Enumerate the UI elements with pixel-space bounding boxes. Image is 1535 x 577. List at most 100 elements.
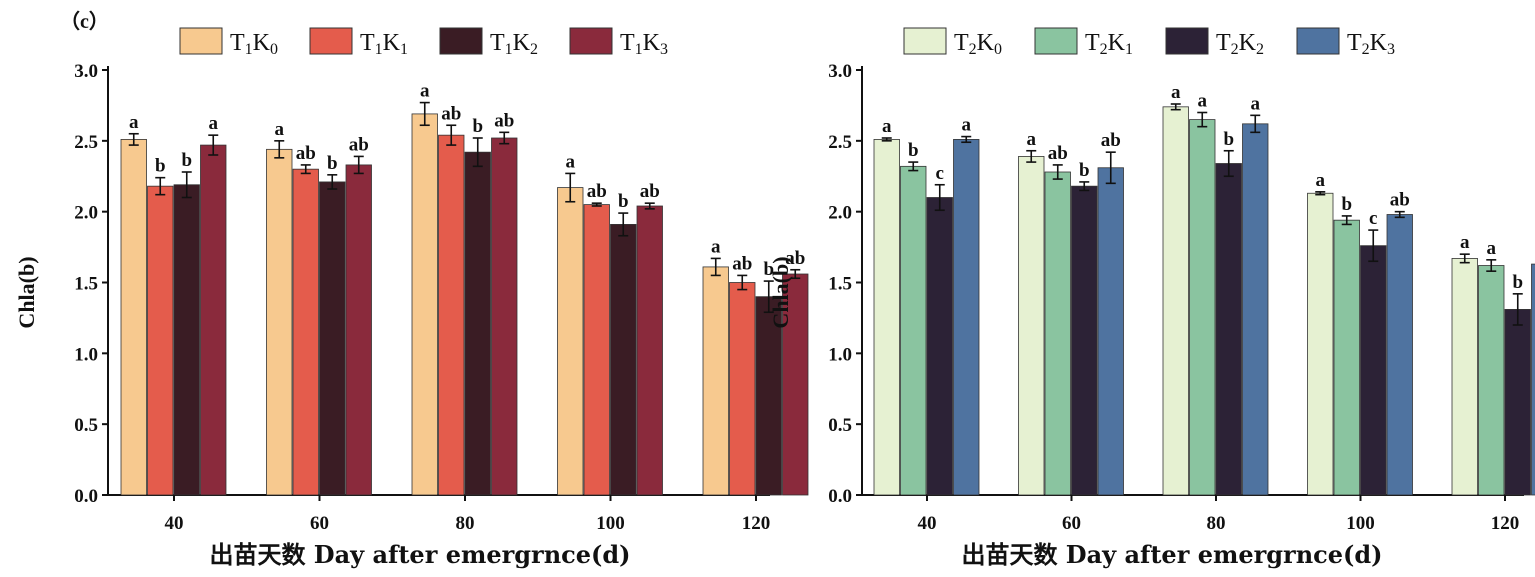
bar bbox=[1071, 185, 1098, 496]
legend-label: T2K0 bbox=[954, 30, 1002, 58]
bar bbox=[120, 139, 147, 496]
bar bbox=[557, 187, 584, 496]
significance-letter: a bbox=[1460, 232, 1470, 253]
significance-letter: b bbox=[155, 156, 166, 177]
x-tick-label: 60 bbox=[310, 513, 329, 534]
bar bbox=[1044, 171, 1071, 496]
significance-letter: b bbox=[1223, 129, 1234, 150]
significance-letter: a bbox=[1198, 91, 1208, 112]
significance-letter: b bbox=[908, 140, 919, 161]
significance-letter: ab bbox=[296, 143, 316, 164]
y-tick-label: 2.5 bbox=[74, 132, 98, 153]
significance-letter: ab bbox=[1101, 130, 1121, 151]
bar bbox=[1242, 123, 1269, 496]
bar bbox=[464, 151, 491, 496]
significance-letter: ab bbox=[349, 134, 369, 155]
bar bbox=[583, 204, 610, 496]
significance-letter: b bbox=[1341, 194, 1352, 215]
bar bbox=[782, 273, 809, 496]
bar bbox=[1478, 265, 1505, 496]
significance-letter: ab bbox=[494, 110, 514, 131]
x-tick-label: 80 bbox=[1207, 513, 1226, 534]
legend-swatch bbox=[903, 27, 947, 55]
bar bbox=[491, 137, 518, 496]
significance-letter: ab bbox=[785, 248, 805, 269]
panel-label: （c） bbox=[60, 10, 109, 33]
bar bbox=[900, 165, 927, 496]
bar bbox=[1018, 156, 1045, 496]
bar bbox=[702, 266, 729, 496]
legend-swatch bbox=[439, 27, 483, 55]
y-axis-label: Chla(b) bbox=[14, 256, 39, 328]
significance-letter: ab bbox=[1390, 190, 1410, 211]
legend-label: T2K1 bbox=[1085, 30, 1133, 58]
significance-letter: a bbox=[1027, 129, 1037, 150]
x-tick-label: 100 bbox=[1346, 513, 1375, 534]
legend-label: T1K2 bbox=[490, 30, 538, 58]
bar bbox=[1307, 192, 1334, 496]
x-tick-label: 100 bbox=[596, 513, 625, 534]
y-tick-label: 0.5 bbox=[828, 415, 852, 436]
bar bbox=[1386, 214, 1413, 496]
bar bbox=[438, 134, 465, 496]
y-tick-label: 0.0 bbox=[74, 486, 98, 507]
legend-label: T1K0 bbox=[230, 30, 278, 58]
significance-letter: ab bbox=[732, 253, 752, 274]
significance-letter: b bbox=[181, 150, 192, 171]
significance-letter: a bbox=[1251, 93, 1261, 114]
significance-letter: a bbox=[275, 119, 285, 140]
bar bbox=[729, 282, 756, 496]
x-tick-label: 40 bbox=[918, 513, 937, 534]
y-tick-label: 2.0 bbox=[828, 203, 852, 224]
x-tick-label: 60 bbox=[1062, 513, 1081, 534]
legend-label: T1K3 bbox=[620, 30, 668, 58]
bar bbox=[1097, 167, 1124, 496]
x-tick-label: 80 bbox=[456, 513, 475, 534]
bar bbox=[411, 113, 438, 496]
bar bbox=[926, 197, 953, 496]
bar bbox=[1360, 245, 1387, 496]
legend-swatch bbox=[1034, 27, 1078, 55]
y-tick-label: 0.0 bbox=[828, 486, 852, 507]
significance-letter: a bbox=[962, 115, 972, 136]
significance-letter: ab bbox=[587, 181, 607, 202]
y-axis-label: Chla(b) bbox=[768, 256, 793, 328]
legend-swatch bbox=[179, 27, 223, 55]
x-axis-label: 出苗天数 Day after emergrnce(d) bbox=[209, 540, 630, 569]
y-tick-label: 3.0 bbox=[828, 61, 852, 82]
significance-letter: b bbox=[1512, 272, 1523, 293]
legend-label: T2K2 bbox=[1216, 30, 1264, 58]
significance-letter: a bbox=[882, 116, 892, 137]
significance-letter: a bbox=[420, 81, 430, 102]
significance-letter: c bbox=[936, 163, 944, 184]
y-tick-label: 1.5 bbox=[828, 274, 852, 295]
x-tick-label: 40 bbox=[165, 513, 184, 534]
bar bbox=[319, 181, 346, 496]
significance-letter: ab bbox=[1048, 143, 1068, 164]
bar bbox=[610, 224, 637, 496]
x-tick-label: 120 bbox=[1491, 513, 1520, 534]
x-tick-label: 120 bbox=[742, 513, 771, 534]
bar bbox=[1215, 163, 1242, 496]
significance-letter: b bbox=[763, 259, 774, 280]
bar bbox=[147, 185, 174, 496]
legend-swatch bbox=[1165, 27, 1209, 55]
significance-letter: ab bbox=[640, 181, 660, 202]
significance-letter: a bbox=[209, 113, 219, 134]
y-tick-label: 1.0 bbox=[828, 344, 852, 365]
significance-letter: c bbox=[1369, 208, 1377, 229]
significance-letter: a bbox=[1487, 238, 1497, 259]
significance-letter: ab bbox=[441, 103, 461, 124]
significance-letter: a bbox=[711, 236, 721, 257]
bar bbox=[873, 139, 900, 496]
bar bbox=[292, 168, 319, 496]
legend-swatch bbox=[309, 27, 353, 55]
chart-right: 0.00.51.01.52.02.53.0Chla(b)abca40aabbab… bbox=[768, 27, 1535, 569]
significance-letter: a bbox=[1171, 82, 1181, 103]
x-axis-label: 出苗天数 Day after emergrnce(d) bbox=[961, 540, 1382, 569]
significance-letter: a bbox=[1316, 170, 1326, 191]
bar bbox=[1504, 309, 1531, 496]
bar bbox=[173, 184, 200, 496]
